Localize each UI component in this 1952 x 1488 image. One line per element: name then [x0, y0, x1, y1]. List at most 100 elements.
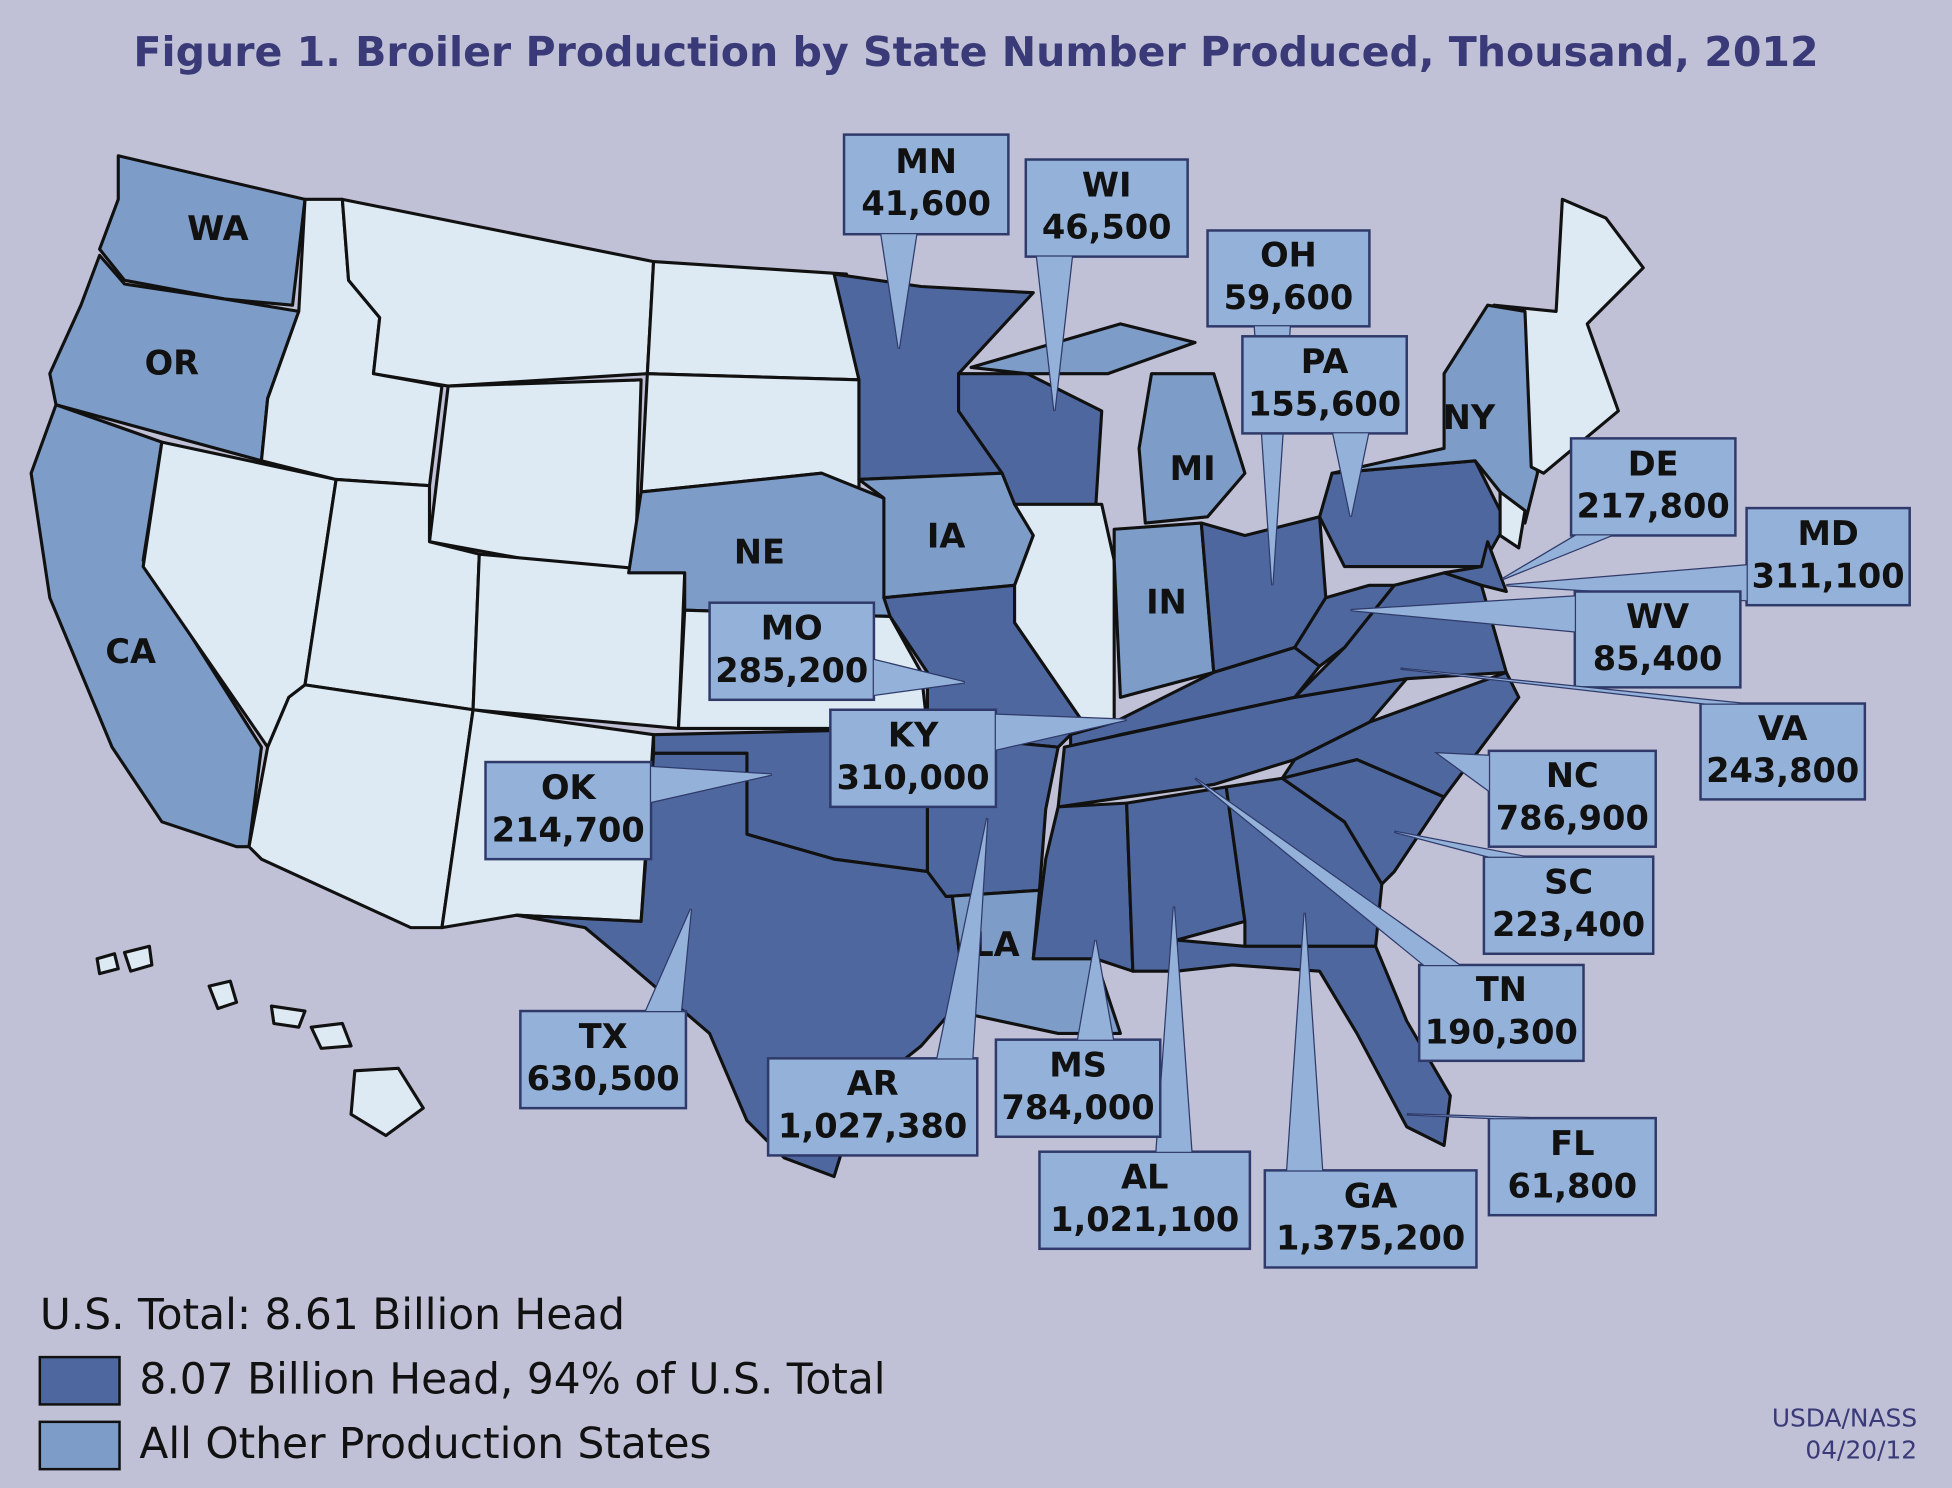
callout-pointer-fill: [995, 714, 1127, 750]
state-label: NE: [734, 533, 785, 572]
callout-state: OH: [1260, 236, 1317, 275]
callout-value: 217,800: [1577, 487, 1730, 526]
title: Figure 1. Broiler Production by State Nu…: [133, 28, 1818, 76]
state-label: WA: [187, 209, 249, 248]
callout-state: PA: [1301, 342, 1349, 381]
state-shape: [1293, 583, 1396, 668]
callout-pointer-fill: [1350, 596, 1575, 632]
callout-pointer-fill: [937, 818, 988, 1059]
callout-state: FL: [1550, 1124, 1594, 1163]
callout-box: [766, 1057, 979, 1157]
state-shape: [349, 1066, 425, 1138]
callout-pointer-fill: [1333, 433, 1369, 517]
callout-value: 243,800: [1706, 751, 1859, 790]
callout-state: GA: [1344, 1176, 1398, 1215]
callout-pointer-fill: [881, 234, 917, 349]
callout-box: [1241, 335, 1408, 435]
callout-box: [1487, 749, 1657, 848]
callout-value: 61,800: [1507, 1166, 1637, 1205]
source: USDA/NASS: [1772, 1403, 1917, 1432]
callout-state: KY: [888, 716, 939, 755]
callout-box: [1573, 590, 1742, 689]
state-label: OR: [145, 343, 200, 382]
callout-state: AR: [847, 1064, 899, 1103]
state-label: MI: [1170, 449, 1216, 488]
callout-state: SC: [1544, 863, 1593, 902]
callout-state: MD: [1797, 514, 1858, 553]
callout-value: 310,000: [837, 758, 990, 797]
callout-state: WI: [1082, 165, 1132, 204]
callout-box: [1038, 1150, 1252, 1251]
state-shape: [1031, 801, 1135, 973]
callout-pointer-fill: [1287, 912, 1323, 1171]
callout-state: AL: [1121, 1158, 1168, 1197]
callout-state: NC: [1546, 756, 1599, 795]
callout-state: TN: [1476, 970, 1527, 1009]
state-shape: [471, 552, 687, 730]
state-shape: [1112, 521, 1216, 699]
callout-box: [708, 601, 876, 702]
state-shape: [269, 1004, 307, 1029]
callout-pointer-fill: [873, 659, 965, 695]
callout-state: DE: [1628, 444, 1679, 483]
callout-value: 223,400: [1492, 905, 1645, 944]
legend-label: All Other Production States: [139, 1419, 711, 1468]
callout-state: MS: [1049, 1046, 1107, 1085]
callout-pointer-fill: [1437, 753, 1489, 791]
callout-value: 1,027,380: [778, 1107, 967, 1146]
callout-value: 59,600: [1224, 278, 1354, 317]
callout-pointer-fill: [1156, 906, 1192, 1152]
callout-box: [829, 708, 998, 809]
callout-state: MN: [895, 142, 957, 181]
legend-swatch: [38, 1355, 121, 1406]
state-shape: [122, 944, 154, 973]
callout-value: 46,500: [1042, 208, 1172, 247]
callout-box: [1487, 1116, 1657, 1217]
callout-pointer-fill: [651, 767, 772, 802]
legend-total: U.S. Total: 8.61 Billion Head: [40, 1290, 625, 1339]
callout-state: VA: [1758, 709, 1808, 748]
state-shape: [969, 322, 1197, 376]
callout-box: [1745, 506, 1911, 607]
callout-value: 190,300: [1425, 1013, 1578, 1052]
callout-box: [1024, 158, 1189, 258]
callout-value: 786,900: [1496, 798, 1649, 837]
state-shape: [645, 260, 861, 382]
date: 04/20/12: [1805, 1436, 1917, 1465]
callout-state: WV: [1626, 597, 1689, 636]
callout-value: 214,700: [492, 810, 645, 849]
callout-box: [1206, 229, 1371, 328]
callout-state: OK: [541, 768, 598, 807]
state-label: IN: [1146, 582, 1187, 621]
callout-box: [1569, 437, 1737, 537]
callout-value: 85,400: [1593, 639, 1723, 678]
callout-pointer-fill: [1195, 778, 1460, 965]
callout-value: 285,200: [715, 651, 868, 690]
state-shape: [309, 1021, 353, 1050]
callout-box: [1263, 1169, 1478, 1269]
state-shape: [1498, 490, 1527, 550]
callout-box: [1699, 702, 1867, 801]
state-shape: [1442, 540, 1508, 594]
callout-value: 311,100: [1752, 556, 1905, 595]
callout-value: 630,500: [527, 1059, 680, 1098]
callout-box: [842, 133, 1010, 236]
callout-box: [484, 760, 653, 861]
callout-pointer-fill: [646, 908, 691, 1012]
state-shape: [1492, 197, 1645, 475]
callout-box: [519, 1009, 688, 1110]
legend-label: 8.07 Billion Head, 94% of U.S. Total: [139, 1355, 885, 1404]
callout-box: [994, 1038, 1162, 1139]
callout-value: 784,000: [1002, 1088, 1155, 1127]
state-shape: [95, 952, 120, 976]
callout-value: 155,600: [1248, 385, 1401, 424]
state-label: NY: [1443, 398, 1496, 437]
state-shape: [1137, 372, 1247, 525]
callout-pointer-fill: [1078, 940, 1113, 1040]
callout-box: [1482, 855, 1655, 956]
state-shape: [247, 683, 475, 930]
